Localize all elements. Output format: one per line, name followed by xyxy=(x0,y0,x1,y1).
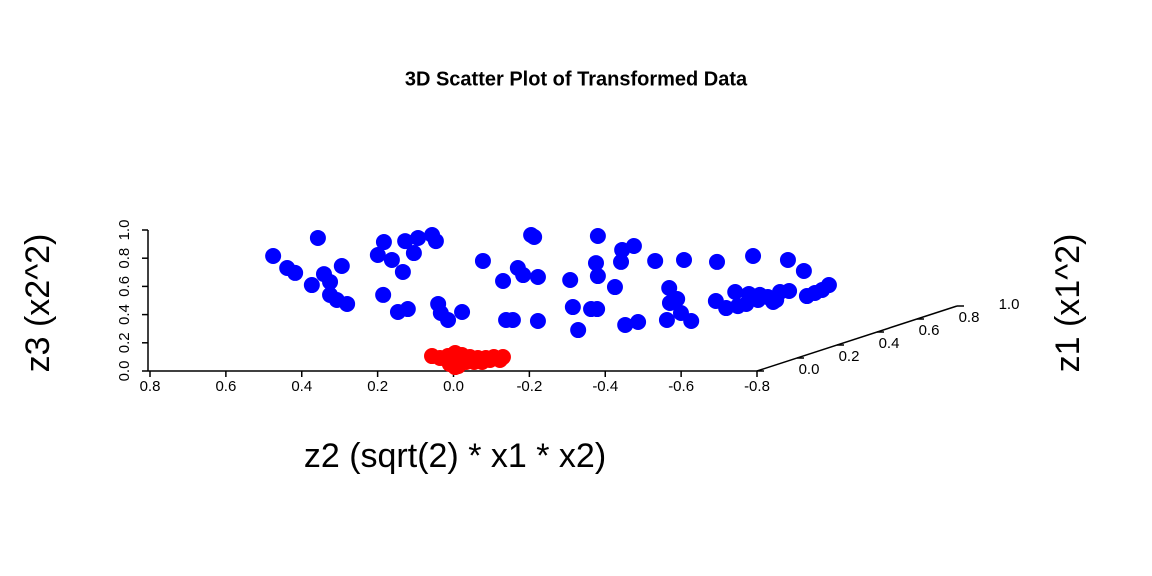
data-point xyxy=(405,245,422,262)
data-point xyxy=(369,247,386,264)
z-axis-label: z3 (x2^2) xyxy=(19,234,57,373)
data-point xyxy=(322,273,339,290)
data-point xyxy=(669,291,686,308)
y-tick-label: 0.4 xyxy=(879,335,900,352)
data-point xyxy=(394,263,411,280)
x-axis-label: z2 (sqrt(2) * x1 * x2) xyxy=(304,437,606,475)
data-point xyxy=(529,313,546,330)
data-point xyxy=(529,269,546,286)
data-point xyxy=(287,264,304,281)
data-point xyxy=(562,271,579,288)
data-point xyxy=(658,312,675,329)
data-point xyxy=(265,248,282,265)
data-point xyxy=(617,316,634,333)
y-axis-label: z1 (x1^2) xyxy=(1049,234,1087,373)
x-tick-label: -0.2 xyxy=(516,378,542,395)
data-point xyxy=(661,280,678,297)
data-point xyxy=(526,228,543,245)
data-point xyxy=(709,253,726,270)
data-point xyxy=(454,303,471,320)
y-tick-label: 0.0 xyxy=(799,361,820,378)
data-point xyxy=(339,295,356,312)
data-point xyxy=(491,351,508,368)
data-point xyxy=(625,238,642,255)
data-point xyxy=(820,277,837,294)
data-point xyxy=(779,251,796,268)
z-tick-label: 0.0 xyxy=(116,361,133,382)
data-point xyxy=(589,301,606,318)
data-point xyxy=(676,251,693,268)
x-tick-label: 0.0 xyxy=(443,378,464,395)
data-point xyxy=(564,299,581,316)
data-point xyxy=(647,252,664,269)
z-tick-label: 1.0 xyxy=(116,220,133,241)
data-point xyxy=(375,286,392,303)
y-tick-label: 0.6 xyxy=(919,322,940,339)
x-tick-label: -0.4 xyxy=(592,378,618,395)
data-point xyxy=(397,233,414,250)
data-point xyxy=(570,322,587,339)
data-point xyxy=(440,312,457,329)
data-point xyxy=(515,267,532,284)
data-point xyxy=(683,313,700,330)
x-tick-label: 0.2 xyxy=(367,378,388,395)
data-point xyxy=(630,314,647,331)
data-point xyxy=(427,233,444,250)
data-point xyxy=(745,248,762,265)
z-tick-label: 0.6 xyxy=(116,276,133,297)
y-tick-label: 1.0 xyxy=(999,296,1020,313)
data-point xyxy=(309,229,326,246)
data-point xyxy=(771,283,788,300)
data-point xyxy=(439,351,456,368)
x-tick-label: 0.6 xyxy=(215,378,236,395)
data-point xyxy=(383,251,400,268)
x-tick-label: 0.4 xyxy=(291,378,312,395)
data-point xyxy=(452,351,469,368)
data-point xyxy=(751,286,768,303)
x-tick-label: 0.8 xyxy=(140,378,161,395)
x-tick-label: -0.8 xyxy=(744,378,770,395)
data-point xyxy=(589,268,606,285)
data-point xyxy=(727,283,744,300)
data-point xyxy=(410,229,427,246)
data-point xyxy=(375,234,392,251)
data-point xyxy=(399,301,416,318)
data-point xyxy=(474,252,491,269)
data-point xyxy=(606,279,623,296)
data-point xyxy=(718,300,735,317)
data-point xyxy=(795,262,812,279)
z-tick-label: 0.4 xyxy=(116,304,133,325)
y-tick-label: 0.2 xyxy=(839,348,860,365)
z-tick-label: 0.8 xyxy=(116,248,133,269)
data-point xyxy=(333,258,350,275)
data-point xyxy=(589,227,606,244)
z-tick-label: 0.2 xyxy=(116,332,133,353)
data-point xyxy=(303,277,320,294)
x-tick-label: -0.6 xyxy=(668,378,694,395)
data-point xyxy=(495,272,512,289)
data-point xyxy=(504,312,521,329)
y-axis-line xyxy=(756,305,958,372)
chart-title: 3D Scatter Plot of Transformed Data xyxy=(405,68,748,90)
data-point xyxy=(587,255,604,272)
y-tick-label: 0.8 xyxy=(959,309,980,326)
data-point xyxy=(613,253,630,270)
